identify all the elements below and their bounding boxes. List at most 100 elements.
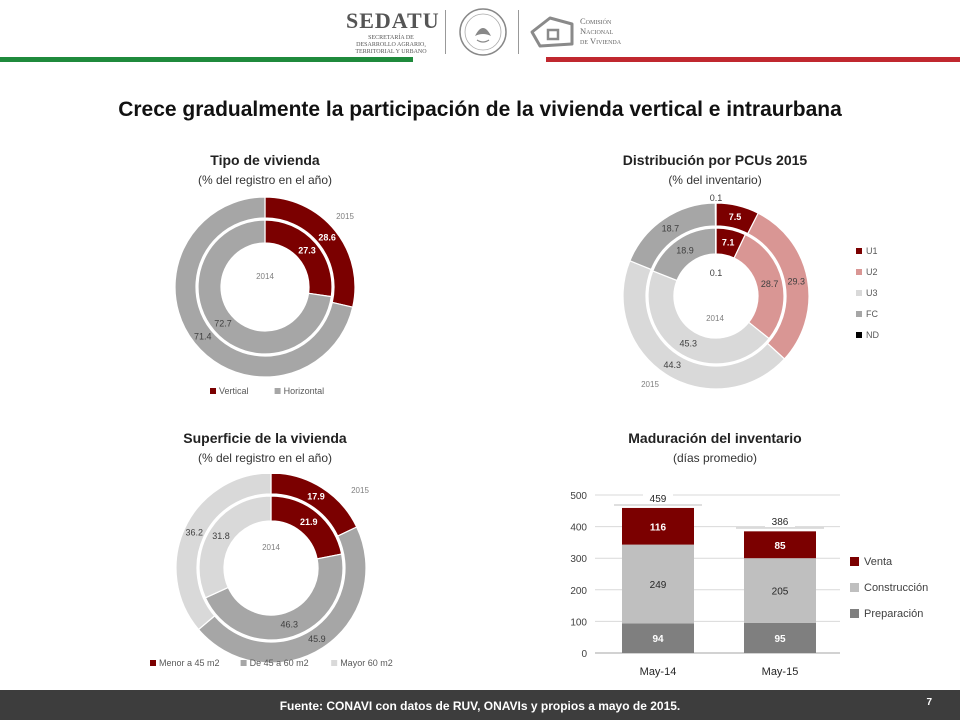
bar-value-label: 249 [650,580,667,591]
header-divider [445,10,446,54]
ring-year-label: 2015 [641,380,659,389]
bar-value-label: 116 [650,522,667,533]
x-tick-label: May-15 [762,666,799,678]
page-title: Crece gradualmente la participación de l… [118,98,842,121]
donut-chart-tipo-vivienda: 27.3 72.7 28.6 71.4 2014 2015 Vertical Horizont… [174,196,356,396]
bar-segment [744,558,816,623]
legend-swatch [850,557,859,566]
conavi-name-line: Comisión [580,16,612,26]
data-label: 27.3 [298,246,316,256]
donut-slice [198,495,272,599]
mexico-seal-icon [459,8,507,56]
data-label: 44.3 [664,360,682,370]
data-label: 18.7 [662,223,680,233]
total-label-bg [643,491,673,504]
bar-value-label: 205 [772,587,789,598]
legend-swatch [210,388,216,394]
legend-swatch [850,609,859,618]
conavi-name-line: de Vivienda [580,36,622,46]
bar-segment [622,544,694,624]
chart-title: Distribución por PCUs 2015 [622,152,808,168]
donut-slice [174,196,354,378]
data-label: 28.6 [318,232,336,242]
chart-title: Maduración del inventario [628,430,802,446]
legend-swatch [856,311,862,317]
data-label: 18.9 [676,246,694,256]
legend-label: Mayor 60 m2 [340,658,393,668]
chart-subtitle: (% del inventario) [668,173,762,187]
sedatu-sub-line: DESARROLLO AGRARIO, [356,42,426,48]
legend-swatch [240,660,247,666]
legend-label: Preparación [864,608,923,620]
total-label-bg [765,515,795,528]
bar-value-label: 94 [652,634,664,645]
ring-year-label: 2014 [706,314,724,323]
bar-segment [622,623,694,653]
ring-year-label: 2015 [351,486,369,495]
data-label: 45.9 [308,634,326,644]
ring-year-label: 2014 [262,543,280,552]
legend-label: U2 [866,267,878,277]
sedatu-sub-line: SECRETARÍA DE [368,35,414,41]
legend-label: Menor a 45 m2 [159,658,220,668]
data-label: 0.1 [710,268,723,278]
y-tick-label: 500 [570,491,587,502]
donut-slice [204,553,344,641]
bar-value-label: 85 [774,541,786,552]
data-label: 71.4 [194,332,212,342]
legend-label: Vertical [219,386,249,396]
legend-swatch [274,388,281,394]
legend-label: De 45 a 60 m2 [250,658,309,668]
legend-swatch [856,248,862,254]
total-label: 386 [772,517,789,528]
legend-label: U1 [866,246,878,256]
bar-segment [744,531,816,559]
chart-subtitle: (días promedio) [672,451,758,465]
header-divider [518,10,519,54]
data-label: 7.5 [729,212,742,222]
chart-subtitle: (% del registro en el año) [197,173,333,187]
sedatu-sub-line: TERRITORIAL Y URBANO [355,49,427,55]
data-label: 21.9 [300,517,318,527]
legend-label: ND [866,330,879,340]
donut-slice [622,259,786,390]
stacked-bar-chart-maduracion: 0 100 200 300 400 500 94 249 116 459 May-14 95 205 85… [570,491,928,678]
bar-value-label: 95 [774,634,786,645]
donut-slice [714,202,717,227]
data-label: 31.8 [212,531,230,541]
bar-segment [744,622,816,653]
page-number: 7 [926,697,932,708]
data-label: 72.7 [214,318,232,328]
chart-title: Superficie de la vivienda [183,430,347,446]
sedatu-subtitle: SECRETARÍA DE DESARROLLO AGRARIO, TERRIT… [346,35,436,56]
legend-swatch [856,332,862,338]
legend-swatch [856,290,862,296]
header: SEDATU SECRETARÍA DE DESARROLLO AGRARIO,… [0,0,960,70]
y-tick-label: 100 [570,617,587,628]
ring-year-label: 2015 [336,212,354,221]
legend-swatch [150,660,156,666]
donut-slice [647,270,770,365]
conavi-name: Comisión Nacional de Vivienda [580,16,621,46]
y-tick-label: 400 [570,523,587,534]
ring-year-label: 2014 [256,272,274,281]
donut-slice [197,219,332,355]
donut-chart-superficie: 21.9 46.3 31.8 17.9 45.9 36.2 2014 2015 Menor a … [150,474,393,668]
footer: Fuente: CONAVI con datos de RUV, ONAVIs … [0,690,960,720]
header-green-bar [0,57,413,62]
y-tick-label: 200 [570,586,587,597]
donut-slice [175,474,272,631]
x-tick-label: May-14 [640,666,677,678]
chart-subtitle: (% del registro en el año) [197,451,333,465]
data-label: 45.3 [680,339,698,349]
data-label: 28.7 [761,279,779,289]
y-tick-label: 300 [570,554,587,565]
legend-label: Construcción [864,582,928,594]
y-tick-label: 0 [581,649,587,660]
data-label: 17.9 [307,492,325,502]
sedatu-logo: SEDATU SECRETARÍA DE DESARROLLO AGRARIO,… [346,8,440,62]
sedatu-wordmark: SEDATU [346,8,440,33]
source-note: Fuente: CONAVI con datos de RUV, ONAVIs … [279,699,681,713]
legend-label: Horizontal [284,386,325,396]
legend-swatch [331,660,338,666]
